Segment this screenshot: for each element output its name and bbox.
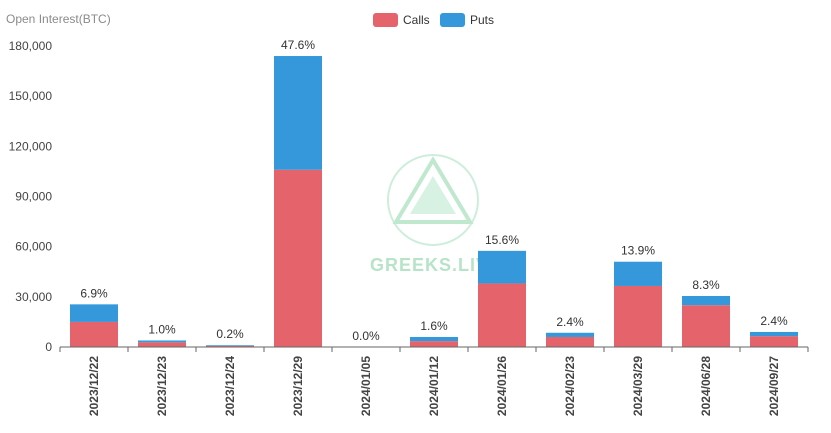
legend-swatch-puts[interactable] <box>440 13 465 27</box>
watermark-text: GREEKS.LIVE <box>370 255 502 275</box>
bar-calls[interactable] <box>614 285 662 347</box>
data-label: 2.4% <box>556 315 584 329</box>
bar-calls[interactable] <box>274 169 322 347</box>
data-label: 0.2% <box>216 327 244 341</box>
data-labels: 6.9% 1.0% 0.2% 47.6% 0.0% 1.6% 15.6% 2.4% 13.9% 8… <box>80 38 788 343</box>
watermark-circle-icon <box>387 154 479 246</box>
bar-puts[interactable] <box>546 332 594 337</box>
legend: Calls Puts <box>373 13 494 27</box>
bar-puts[interactable] <box>614 261 662 286</box>
watermark-inner-triangle-icon <box>410 176 456 214</box>
x-tick-label: 2023/12/24 <box>223 356 237 416</box>
data-label: 6.9% <box>80 286 108 300</box>
data-label: 15.6% <box>485 233 519 247</box>
data-label: 1.6% <box>420 319 448 333</box>
y-axis-ticks: 0 30,000 60,000 90,000 120,000 150,000 180,000 <box>9 39 53 354</box>
y-tick-label: 180,000 <box>9 39 53 53</box>
bar-calls[interactable] <box>750 336 798 347</box>
x-tick-label: 2024/06/28 <box>699 356 713 416</box>
data-label: 13.9% <box>621 244 655 258</box>
x-axis-ticks: 2023/12/22 2023/12/23 2023/12/24 2023/12/29… <box>59 347 809 416</box>
x-tick-label: 2024/01/26 <box>495 356 509 416</box>
bar-puts[interactable] <box>274 56 322 170</box>
legend-swatch-calls[interactable] <box>373 13 398 27</box>
bar-puts[interactable] <box>70 304 118 322</box>
data-label: 8.3% <box>692 278 720 292</box>
x-tick-label: 2024/01/05 <box>359 356 373 416</box>
bar-puts[interactable] <box>478 250 526 284</box>
x-tick-label: 2023/12/23 <box>155 356 169 416</box>
x-tick-label: 2024/02/23 <box>563 356 577 416</box>
bar-puts[interactable] <box>206 345 254 346</box>
x-tick-label: 2024/03/29 <box>631 356 645 416</box>
watermark-triangle-icon <box>392 156 474 224</box>
bar-calls[interactable] <box>546 336 594 347</box>
data-label: 1.0% <box>148 322 176 336</box>
x-tick-label: 2023/12/22 <box>87 356 101 416</box>
bar-puts[interactable] <box>410 336 458 342</box>
watermark: GREEKS.LIVE <box>370 154 502 275</box>
bar-puts[interactable] <box>750 331 798 337</box>
legend-label-puts[interactable]: Puts <box>470 13 494 27</box>
y-tick-label: 0 <box>45 340 52 354</box>
bar-calls[interactable] <box>410 341 458 347</box>
y-tick-label: 150,000 <box>9 89 53 103</box>
x-tick-label: 2024/01/12 <box>427 356 441 416</box>
data-label: 0.0% <box>352 329 380 343</box>
y-tick-label: 30,000 <box>15 290 52 304</box>
y-tick-label: 60,000 <box>15 240 52 254</box>
y-tick-label: 90,000 <box>15 190 52 204</box>
bar-puts[interactable] <box>138 340 186 343</box>
x-tick-label: 2024/09/27 <box>767 356 781 416</box>
data-label: 47.6% <box>281 38 315 52</box>
bars <box>70 56 798 347</box>
x-tick-label: 2023/12/29 <box>291 356 305 416</box>
data-label: 2.4% <box>760 314 788 328</box>
bar-calls[interactable] <box>70 321 118 347</box>
bar-calls[interactable] <box>206 345 254 347</box>
bar-puts[interactable] <box>682 295 730 306</box>
legend-label-calls[interactable]: Calls <box>403 13 430 27</box>
bar-calls[interactable] <box>478 283 526 347</box>
bar-calls[interactable] <box>138 342 186 347</box>
y-axis-label: Open Interest(BTC) <box>6 12 111 26</box>
bar-calls[interactable] <box>682 305 730 347</box>
y-tick-label: 120,000 <box>9 139 53 153</box>
